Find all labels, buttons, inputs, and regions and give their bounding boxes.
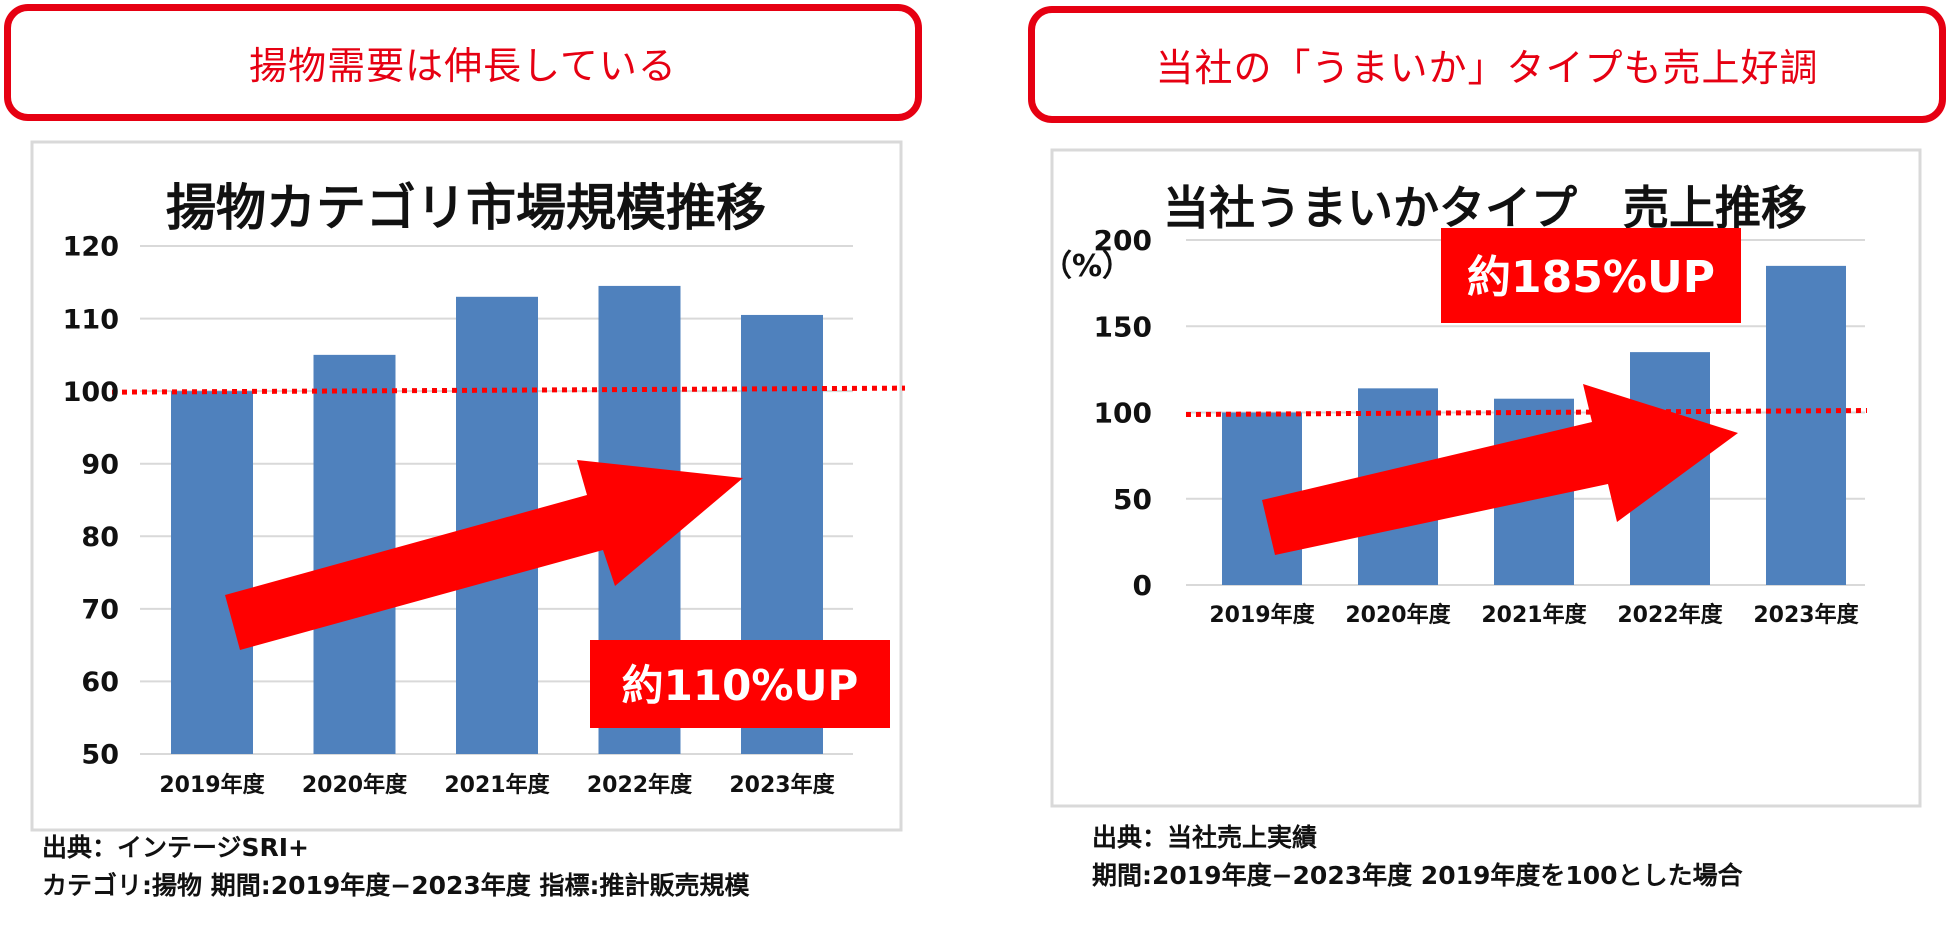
right-x-tick-label: 2019年度 [1209,602,1315,628]
right-trend-arrow [1262,384,1738,555]
right-y-tick-label: 100 [1094,397,1152,430]
right-banner: 当社の「うまいか」タイプも売上好調 [1028,6,1946,123]
left-x-tick-label: 2021年度 [444,772,550,798]
right-chart: 当社うまいかタイプ 売上推移 （%） 0 50 100 150 200 2019年度 20… [1042,148,1922,808]
left-y-tick-label: 120 [63,232,119,263]
right-panel: 当社の「うまいか」タイプも売上好調 当社うまいかタイプ 売上推移 （%） 0 50… [1010,0,1950,929]
left-chart-title: 揚物カテゴリ市場規模推移 [166,179,766,237]
right-y-tick-label: 150 [1094,310,1152,343]
left-panel: 揚物需要は伸長している 揚物カテゴリ市場規模推移 50 60 70 80 90 100 11… [0,0,960,929]
left-x-tick-label: 2023年度 [729,772,835,798]
right-y-tick-label: 50 [1113,483,1152,516]
right-source-line-2: 期間:2019年度−2023年度 2019年度を100とした場合 [1092,861,1743,890]
right-x-tick-label: 2022年度 [1617,602,1723,628]
left-y-tick-label: 50 [81,740,119,771]
left-badge-box [590,640,890,728]
left-reference-line [111,385,906,395]
left-chart: 揚物カテゴリ市場規模推移 50 60 70 80 90 100 110 120 2019年度 2… [30,140,906,832]
left-source-line-1: 出典：インテージSRI+ [42,833,310,862]
left-x-tick-label: 2020年度 [302,772,408,798]
left-badge-text: 約110%UP [622,661,859,710]
right-x-tick-label: 2020年度 [1345,602,1451,628]
right-badge-box [1441,228,1741,323]
left-banner: 揚物需要は伸長している [4,4,922,121]
left-trend-arrow [225,460,743,650]
left-y-tick-label: 80 [81,522,119,553]
right-x-tick-label: 2021年度 [1481,602,1587,628]
left-x-tick-label: 2019年度 [159,772,265,798]
left-y-tick-label: 60 [81,667,119,698]
left-y-tick-label: 100 [63,377,119,408]
right-y-tick-label: 200 [1094,224,1152,257]
right-bar-2023年度 [1766,265,1846,585]
right-badge-text: 約185%UP [1467,252,1715,303]
left-x-tick-label: 2022年度 [587,772,693,798]
left-source-line-2: カテゴリ:揚物 期間:2019年度−2023年度 指標:推計販売規模 [42,871,750,900]
right-reference-line [1185,408,1868,417]
left-y-tick-label: 90 [81,449,119,480]
right-source: 出典：当社売上実績 期間:2019年度−2023年度 2019年度を100とした… [1092,819,1743,895]
left-source: 出典：インテージSRI+ カテゴリ:揚物 期間:2019年度−2023年度 指標… [42,829,750,905]
right-x-tick-label: 2023年度 [1753,602,1859,628]
left-bar-2019年度 [171,391,253,754]
right-chart-title: 当社うまいかタイプ 売上推移 [1163,181,1807,235]
right-y-tick-label: 0 [1133,569,1152,602]
right-y-axis-label: （%） [1042,249,1132,284]
left-y-tick-label: 110 [63,304,119,335]
right-source-line-1: 出典：当社売上実績 [1092,823,1318,852]
left-y-tick-label: 70 [81,595,119,626]
